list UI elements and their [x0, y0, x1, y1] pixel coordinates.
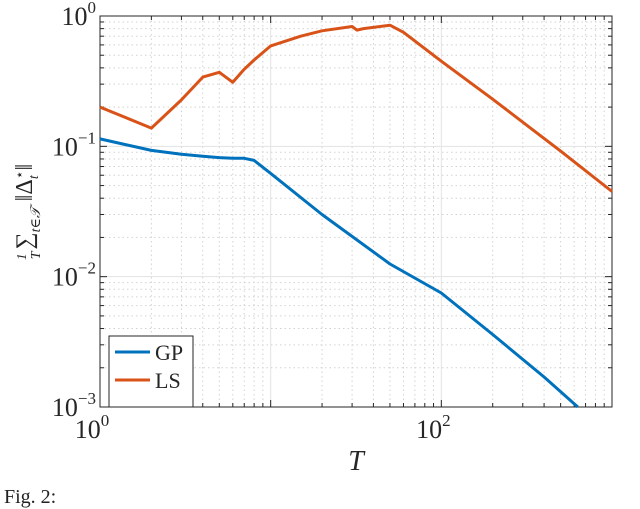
y-axis-label-text: 1T∑t∈𝒯 ‖Δt⋆‖ — [12, 164, 44, 260]
x-axis-label: T — [348, 446, 366, 477]
y-tick-label: 10−1 — [52, 128, 96, 161]
legend-label-gp: GP — [155, 340, 183, 365]
x-tick-label: 102 — [416, 411, 451, 444]
legend: GP LS — [108, 335, 194, 408]
y-tick-label: 10−3 — [52, 389, 96, 422]
ticks: 100 102 100 10−1 10−2 10−3 — [52, 0, 612, 444]
series-line-ls — [99, 23, 613, 193]
y-tick-label: 100 — [62, 0, 97, 31]
legend-label-ls: LS — [155, 368, 181, 393]
figure-caption: Fig. 2: — [4, 486, 57, 508]
y-tick-label: 10−2 — [52, 259, 96, 292]
legend-box — [108, 335, 194, 408]
series-lines — [99, 23, 613, 409]
series-line-gp — [99, 137, 579, 409]
x-tick-label: 100 — [75, 411, 110, 444]
chart: 100 102 100 10−1 10−2 10−3 GP LS T 1T∑t∈𝒯 ‖Δt… — [12, 0, 613, 477]
y-axis-label: 1T∑t∈𝒯 ‖Δt⋆‖ — [12, 164, 44, 260]
plot-area-frame — [99, 15, 613, 408]
